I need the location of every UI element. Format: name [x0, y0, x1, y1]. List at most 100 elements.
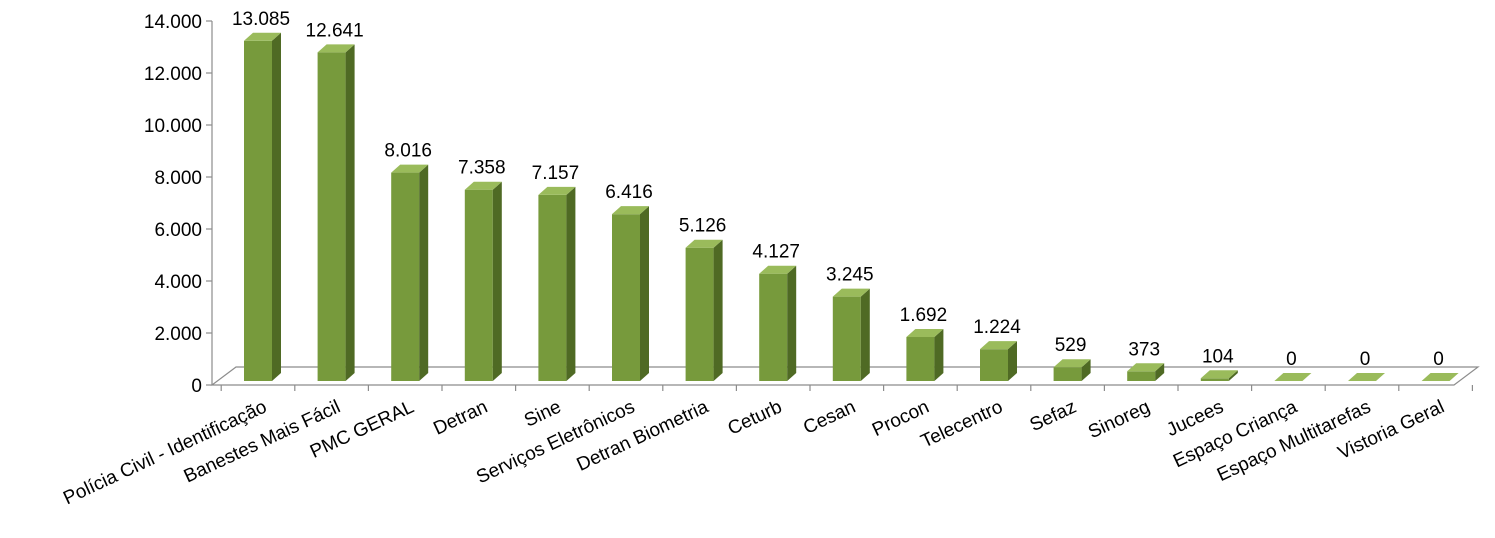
- data-label: 373: [1128, 339, 1160, 360]
- bar: [832, 288, 870, 381]
- bar-side-face: [1008, 341, 1017, 381]
- bar-front-face: [832, 296, 861, 381]
- bar-side-face: [1155, 363, 1165, 381]
- bar-side-face: [492, 181, 502, 381]
- y-tick-label: 6.000: [154, 220, 202, 241]
- bar-side-face: [640, 206, 649, 381]
- bar-front-face: [612, 214, 640, 381]
- data-label: 6.416: [605, 182, 653, 203]
- data-label: 0: [1360, 349, 1371, 370]
- x-tick-label: Sine: [521, 396, 564, 431]
- bar: [1348, 373, 1385, 382]
- bar: [317, 44, 355, 382]
- data-label: 529: [1055, 335, 1087, 356]
- bar: [980, 341, 1017, 381]
- bar-top-face: [906, 329, 944, 338]
- bar: [1274, 373, 1312, 382]
- data-label: 0: [1433, 349, 1444, 370]
- bar-top-face: [1053, 359, 1091, 368]
- y-tick-label: 8.000: [154, 168, 202, 189]
- bar-side-face: [713, 239, 723, 381]
- bar: [1200, 370, 1238, 381]
- bar-front-face: [685, 247, 714, 381]
- bar-top-face: [1200, 370, 1238, 379]
- x-tick-label: Sinoreg: [1085, 396, 1153, 443]
- bar-top-face: [685, 239, 723, 248]
- y-tick-label: 0: [191, 376, 202, 397]
- x-tick-label: Ceturb: [725, 396, 786, 439]
- bar-top-face: [538, 186, 576, 195]
- bar: [244, 32, 281, 381]
- bar-front-face: [391, 172, 420, 381]
- y-axis: 0 2.000 4.000 6.000 8.000 10.000 12.000 14.000: [144, 12, 213, 397]
- bar-top-face: [317, 44, 355, 53]
- bar-top-face: [464, 181, 502, 190]
- bar: [1127, 363, 1165, 381]
- y-tick-label: 2.000: [154, 324, 202, 345]
- bar-top-face: [1421, 373, 1459, 381]
- bar-front-face: [317, 52, 346, 382]
- bar-side-face: [860, 288, 870, 381]
- bar-top-face: [612, 206, 649, 215]
- bar-top-face: [391, 164, 429, 173]
- bar-front-face: [1127, 371, 1156, 381]
- bar: [685, 239, 723, 381]
- bar-top-face: [759, 265, 797, 274]
- bar: [906, 329, 944, 381]
- bar: [1053, 359, 1091, 381]
- y-tick-label: 12.000: [144, 64, 202, 85]
- bar: [464, 181, 502, 381]
- bar: [759, 265, 797, 381]
- x-tick-label: Cesan: [800, 396, 859, 438]
- data-label: 13.085: [232, 9, 290, 30]
- bar-front-face: [906, 337, 935, 381]
- bar-side-face: [1081, 359, 1091, 381]
- bar-front-face: [1200, 378, 1229, 381]
- bar-front-face: [538, 194, 567, 381]
- bar: [538, 186, 576, 381]
- y-tick-label: 14.000: [144, 12, 202, 33]
- bar-top-face: [980, 341, 1017, 350]
- bar-front-face: [244, 40, 272, 381]
- data-label: 12.641: [306, 20, 364, 41]
- data-label: 8.016: [384, 141, 432, 162]
- x-tick-label: Detran Biometria: [574, 396, 712, 475]
- bar-top-face: [1274, 373, 1312, 381]
- bar-side-face: [1228, 370, 1238, 381]
- bar: [612, 206, 649, 381]
- data-label: 4.127: [752, 242, 800, 263]
- data-labels: 13.085 12.641 8.016 7.358 7.157 6.416 5.126 4.1…: [232, 9, 1444, 370]
- data-label: 7.157: [532, 163, 580, 184]
- x-tick-label: Telecentro: [918, 396, 1006, 452]
- bar-side-face: [566, 186, 576, 381]
- bar-top-face: [1127, 363, 1165, 372]
- bar-side-face: [419, 164, 429, 381]
- data-label: 1.224: [973, 317, 1021, 338]
- bar: [1421, 373, 1459, 382]
- bar-front-face: [1053, 367, 1082, 381]
- data-label: 1.692: [900, 305, 948, 326]
- bar-top-face: [832, 288, 870, 297]
- data-label: 104: [1202, 346, 1234, 367]
- bar-side-face: [345, 44, 355, 382]
- bars: [244, 32, 1459, 382]
- bar-front-face: [980, 349, 1008, 381]
- data-label: 0: [1286, 349, 1297, 370]
- bar-front-face: [464, 189, 493, 381]
- bar-top-face: [1348, 373, 1385, 381]
- y-tick-label: 4.000: [154, 272, 202, 293]
- bar-side-face: [787, 265, 797, 381]
- data-label: 7.358: [458, 158, 506, 179]
- x-tick-label: Detran: [430, 396, 491, 439]
- bar-side-face: [272, 32, 281, 381]
- x-tick-label: Sefaz: [1027, 396, 1080, 436]
- bar-side-face: [934, 329, 944, 381]
- bar-top-face: [244, 32, 281, 41]
- data-label: 3.245: [826, 265, 874, 286]
- bar-front-face: [759, 273, 788, 381]
- data-label: 5.126: [679, 216, 727, 237]
- y-tick-label: 10.000: [144, 116, 202, 137]
- bar: [391, 164, 429, 381]
